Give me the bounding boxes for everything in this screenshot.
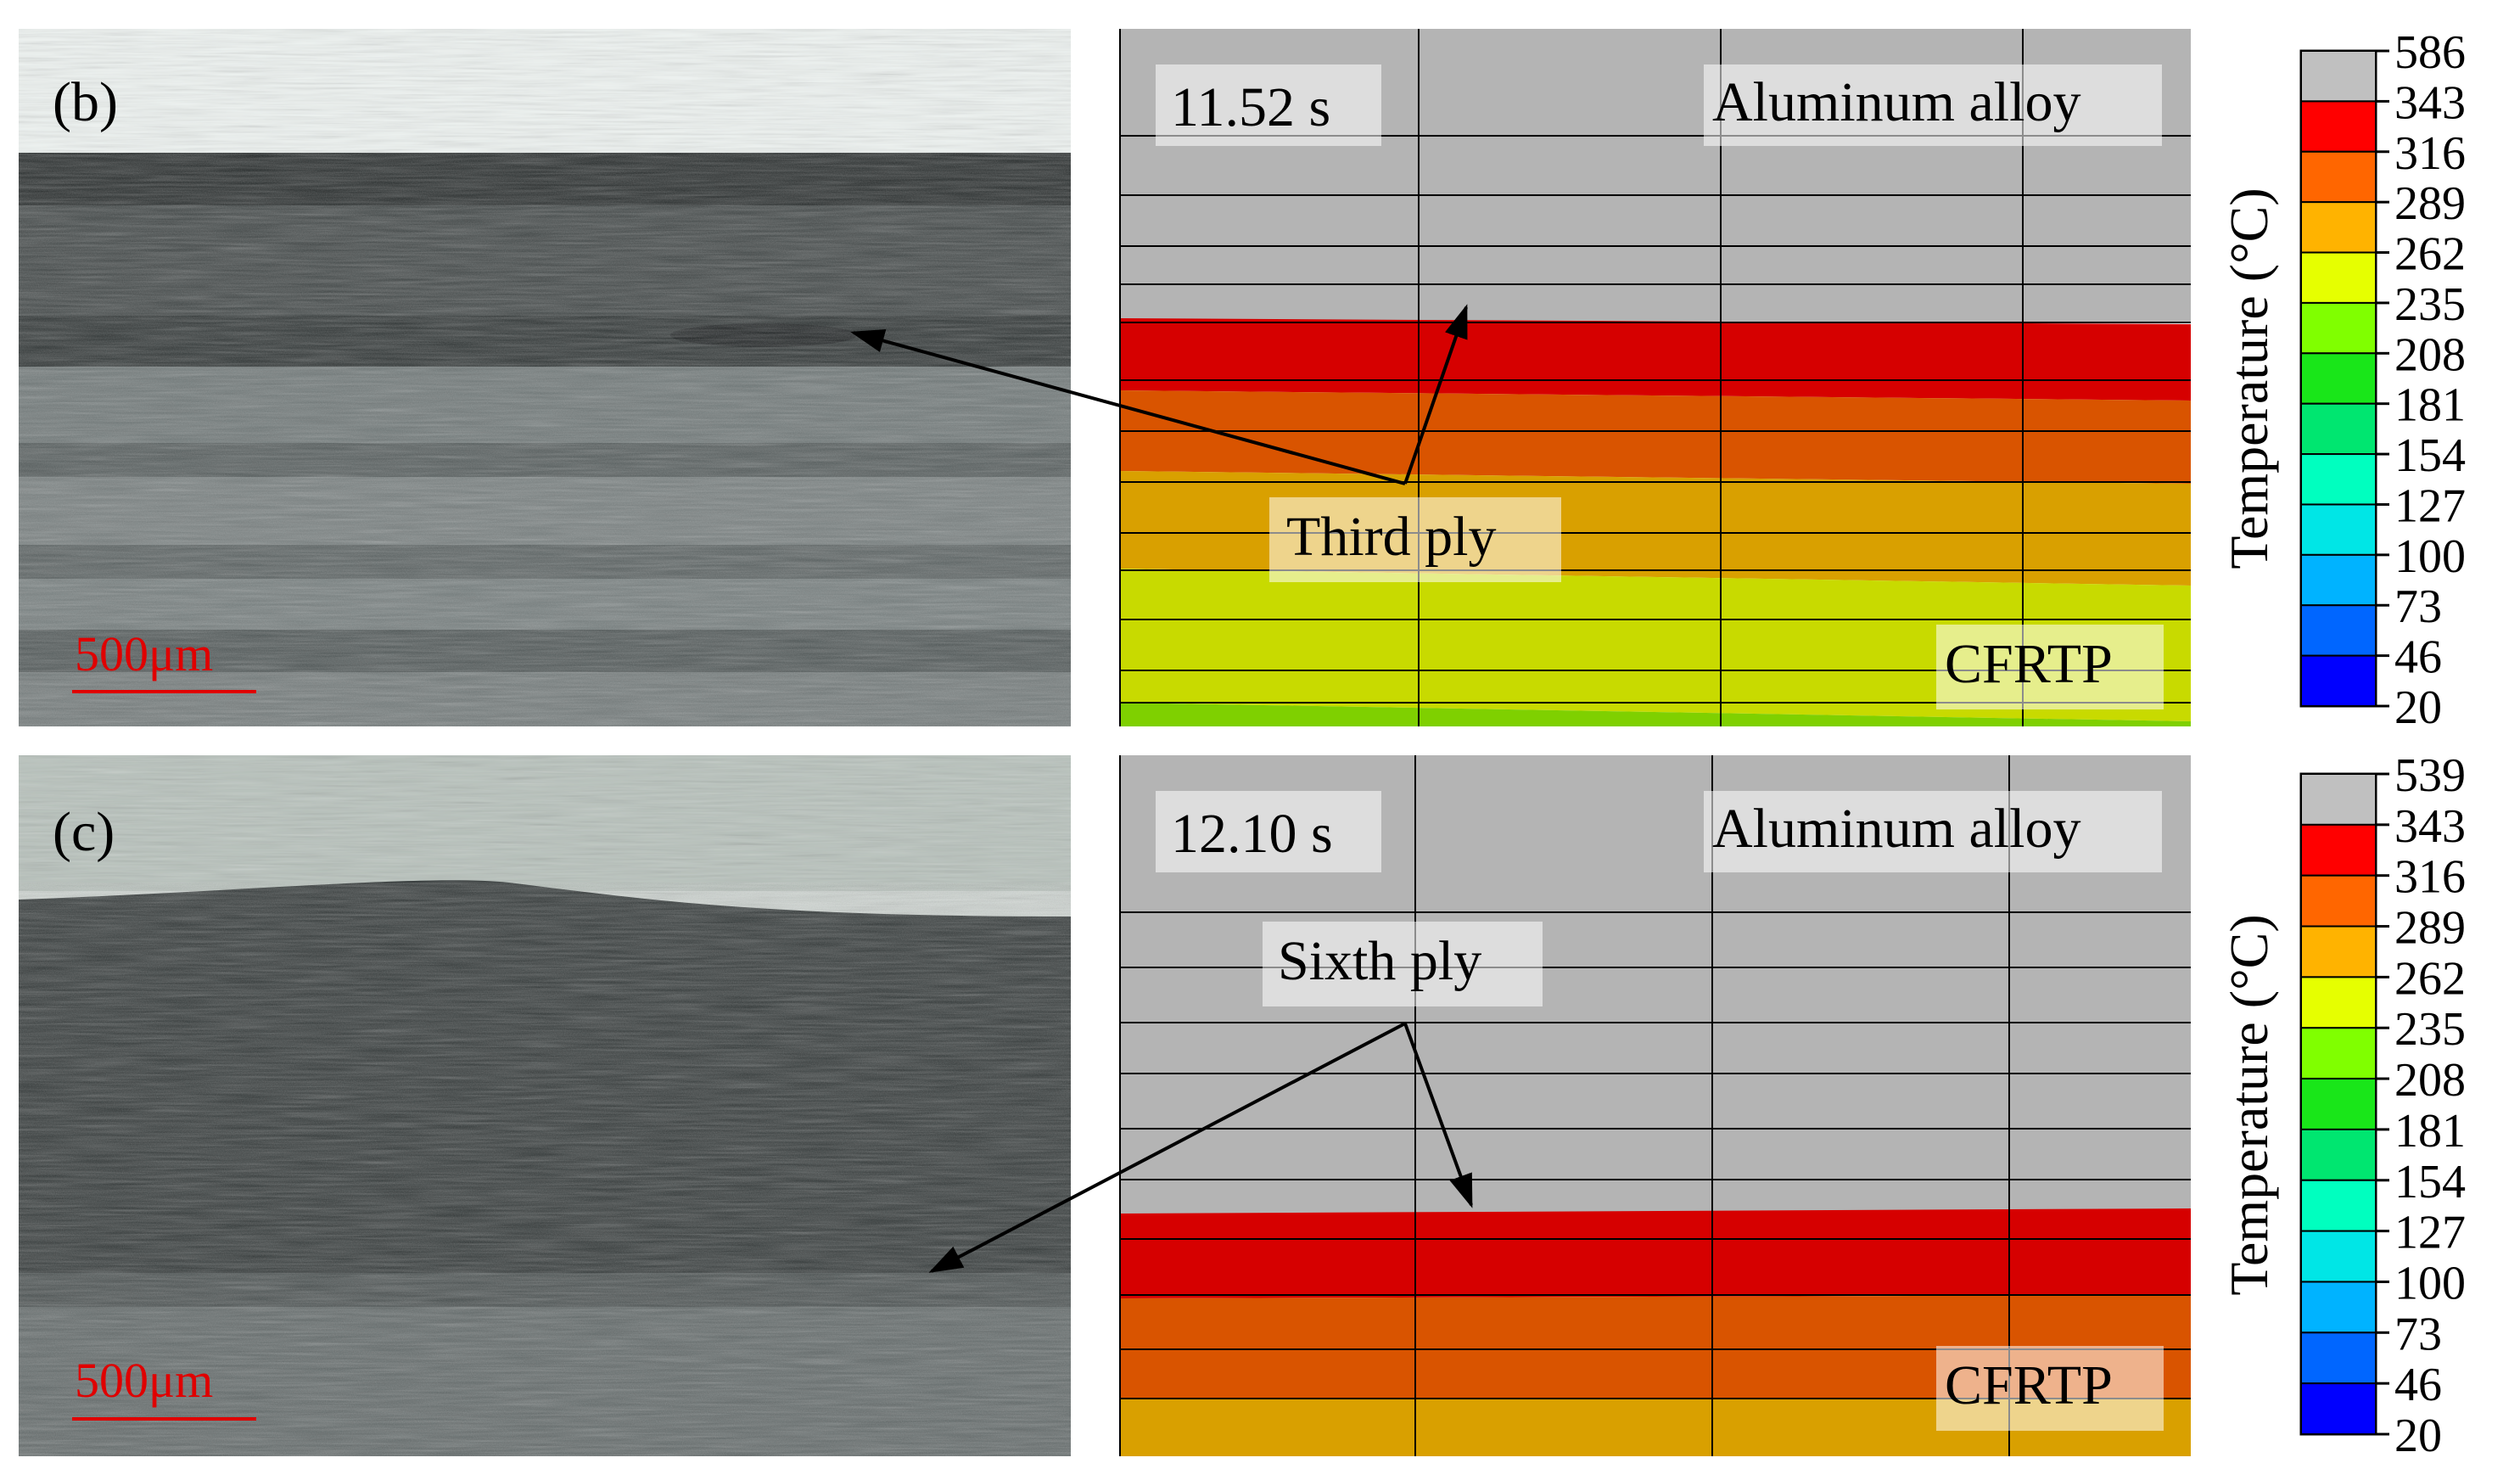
legend-swatch-c [2300,1230,2377,1283]
legend-tick-label-b: 316 [2394,127,2466,180]
legend-swatch-c [2300,1382,2377,1435]
legend-swatch-b [2300,503,2377,556]
legend-tick-label-b: 20 [2394,681,2442,734]
arrow-to-simulation-c [1403,1023,1473,1208]
legend-tick-label-c: 316 [2394,851,2466,904]
legend-tick-label-c: 208 [2394,1054,2466,1107]
sim-band-343-c [1120,1208,2191,1298]
arrow-to-simulation-b [1403,304,1468,485]
legend-swatch-c [2300,976,2377,1029]
legend-swatch-c [2300,874,2377,928]
legend-swatch-b [2300,604,2377,657]
legend-swatch-c [2300,823,2377,877]
legend-title-b: Temperature (°C) [2219,188,2279,569]
legend-b: 586343316289262235208181154127100734620 … [2219,26,2466,734]
legend-swatch-b [2300,201,2377,254]
sim-band-289-c [1120,1399,2191,1456]
sim-band-262-b [1120,569,2191,721]
top-material-label-b: Aluminum alloy [1712,71,2080,133]
legend-swatch-c [2300,1128,2377,1181]
legend-swatch-c [2300,1281,2377,1334]
legend-swatch-c [2300,1078,2377,1130]
legend-tick-label-c: 154 [2394,1156,2466,1208]
bottom-material-label-c: CFRTP [1945,1354,2113,1416]
scale-bar-label-b: 500μm [75,626,213,681]
legend-swatch-b [2300,150,2377,204]
legend-tick-label-c: 262 [2394,952,2466,1005]
time-label-b: 11.52 s [1171,76,1330,138]
legend-tick-label-b: 181 [2394,379,2466,432]
panel-label-b: (b) [53,71,118,133]
sim-band-316-c [1120,1295,2191,1399]
legend-tick-label-c: 343 [2394,800,2466,853]
time-label-c: 12.10 s [1171,803,1333,865]
arrow-to-micrograph-c [928,1022,1406,1273]
sim-band-343-b [1120,318,2191,401]
legend-tick-label-c: 20 [2394,1410,2442,1462]
legend-tick-label-b: 343 [2394,76,2466,129]
legend-tick-label-b: 235 [2394,278,2466,331]
ply-label-b: Third ply [1286,506,1496,568]
legend-swatch-c [2300,1331,2377,1385]
legend-swatch-c [2300,773,2377,826]
legend-swatch-c [2300,1027,2377,1080]
legend-tick-label-b: 127 [2394,479,2466,532]
legend-tick-label-b: 154 [2394,429,2466,482]
legend-tick-label-b: 208 [2394,328,2466,381]
legend-tick-label-c: 46 [2394,1359,2442,1411]
ply-label-c: Sixth ply [1278,930,1481,992]
bottom-material-label-b: CFRTP [1945,633,2113,695]
legend-tick-label-b: 73 [2394,580,2442,633]
legend-swatch-b [2300,553,2377,607]
top-material-label-c: Aluminum alloy [1712,798,2080,860]
legend-c: 539343316289262235208181154127100734620 … [2219,749,2466,1462]
legend-swatch-c [2300,925,2377,978]
legend-tick-label-b: 46 [2394,631,2442,684]
legend-tick-label-b: 100 [2394,530,2466,583]
legend-tick-label-b: 289 [2394,177,2466,230]
legend-swatch-b [2300,301,2377,355]
panel-label-c: (c) [53,801,115,863]
legend-swatch-b [2300,352,2377,405]
legend-tick-label-c: 539 [2394,749,2466,802]
legend-swatch-b [2300,100,2377,153]
legend-swatch-b [2300,402,2377,456]
sim-band-316-b [1120,390,2191,484]
legend-tick-label-b: 262 [2394,228,2466,281]
arrow-to-micrograph-b [850,329,1406,485]
legend-tick-label-c: 73 [2394,1308,2442,1360]
legend-title-c: Temperature (°C) [2219,914,2279,1295]
legend-swatch-b [2300,50,2377,103]
legend-tick-label-c: 100 [2394,1257,2466,1309]
legend-tick-label-c: 181 [2394,1105,2466,1158]
legend-swatch-c [2300,1179,2377,1232]
legend-tick-label-c: 289 [2394,902,2466,955]
legend-swatch-b [2300,251,2377,304]
legend-tick-label-b: 586 [2394,26,2466,79]
sim-band-235-b [1120,703,2191,726]
legend-swatch-b [2300,654,2377,707]
micrograph-c: (c) 500μm [19,755,1071,1456]
simulation-c: 12.10 s Aluminum alloy CFRTP Sixth ply [928,755,2191,1456]
legend-tick-label-c: 235 [2394,1003,2466,1056]
scale-bar-label-c: 500μm [75,1353,213,1408]
legend-swatch-b [2300,453,2377,506]
simulation-b: 11.52 s Aluminum alloy CFRTP Third ply [850,29,2191,726]
micrograph-b: (b) 500μm [19,29,1071,726]
legend-tick-label-c: 127 [2394,1207,2466,1259]
